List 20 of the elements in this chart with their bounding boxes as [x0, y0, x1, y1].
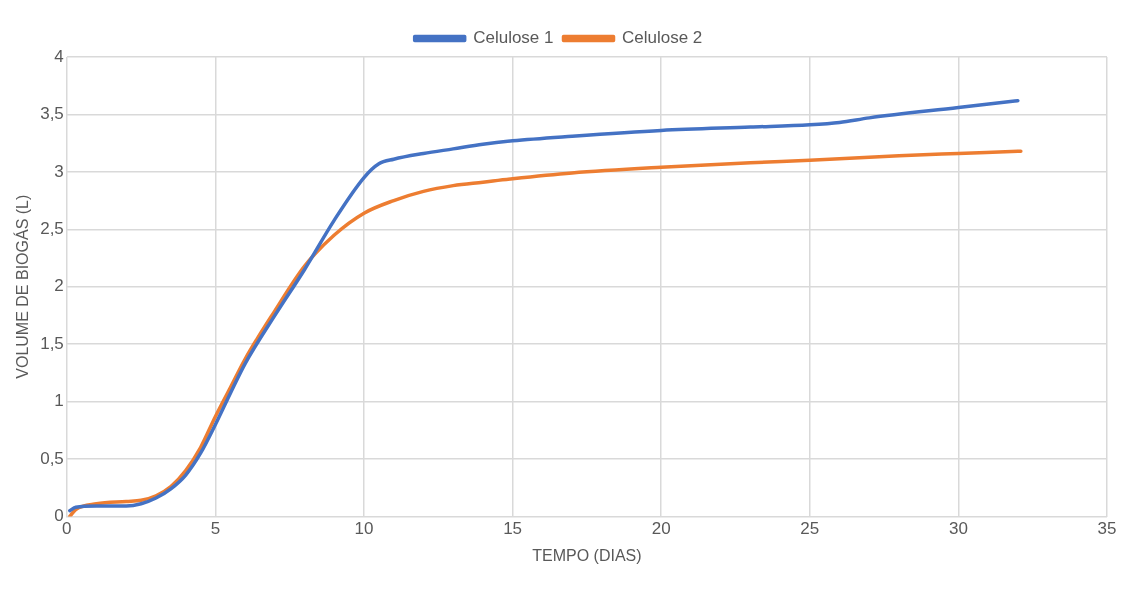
x-axis-title: TEMPO (DIAS) [532, 546, 642, 564]
y-tick-label: 1 [54, 391, 64, 411]
x-tick-label: 15 [503, 519, 523, 539]
y-axis-title: VOLUME DE BIOGÁS (L) [13, 194, 32, 379]
y-tick-label: 4 [54, 46, 64, 66]
y-tick-label: 0,5 [40, 448, 64, 468]
x-tick-label: 25 [800, 519, 820, 539]
x-tick-label: 10 [354, 519, 374, 539]
y-tick-label: 3 [54, 161, 64, 181]
y-tick-label: 3,5 [40, 104, 64, 124]
legend-label: Celulose 2 [622, 28, 703, 48]
y-tick-label: 0 [54, 506, 64, 526]
legend-label: Celulose 1 [473, 28, 554, 48]
y-tick-label: 1,5 [40, 333, 64, 353]
y-tick-label: 2,5 [40, 218, 64, 238]
x-tick-label: 5 [210, 519, 221, 539]
x-tick-label: 35 [1097, 519, 1117, 539]
x-tick-label: 20 [651, 519, 671, 539]
y-tick-label: 2 [54, 276, 64, 296]
x-tick-label: 30 [948, 519, 968, 539]
